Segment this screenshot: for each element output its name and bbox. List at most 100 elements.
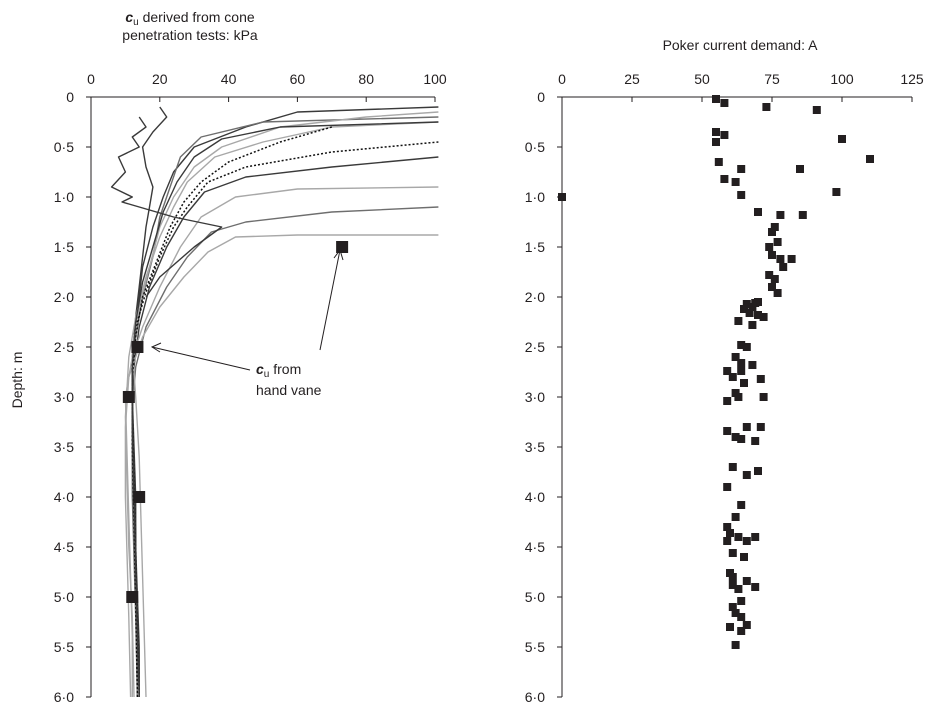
poker-current-point	[728, 463, 737, 471]
poker-current-point	[731, 353, 740, 361]
poker-current-point	[768, 251, 776, 259]
poker-current-point	[737, 165, 746, 173]
right-y-tick-label: 2·0	[525, 289, 545, 305]
hand-vane-marker	[336, 241, 349, 253]
poker-current-point	[796, 165, 804, 173]
poker-current-point	[751, 533, 760, 541]
poker-current-point	[737, 501, 746, 509]
left-y-tick-label: 1·0	[54, 189, 74, 205]
poker-current-point	[742, 423, 751, 431]
left-x-tick-label: 0	[87, 71, 95, 87]
poker-current-point	[773, 289, 782, 297]
poker-current-point	[731, 513, 740, 521]
right-x-tick-label: 0	[558, 71, 566, 87]
poker-current-point	[714, 158, 723, 166]
right-x-tick-label: 125	[900, 71, 924, 87]
poker-current-point	[768, 283, 776, 291]
poker-current-point	[748, 303, 757, 311]
poker-current-point	[728, 549, 737, 557]
poker-current-point	[737, 613, 746, 621]
poker-current-point	[731, 178, 740, 186]
poker-current-point	[765, 243, 774, 251]
poker-current-point	[776, 255, 785, 263]
poker-current-point	[798, 211, 807, 219]
poker-current-point	[720, 175, 729, 183]
left-y-tick-label: 5·0	[54, 589, 74, 605]
left-y-tick-label: 0	[66, 89, 74, 105]
poker-current-point	[740, 379, 748, 387]
poker-current-point	[748, 321, 757, 329]
hand-vane-marker	[122, 391, 135, 403]
poker-current-point	[720, 131, 729, 139]
callout-arrow-lower	[151, 346, 251, 371]
right-x-ticks: 0 25 50 75 100 125	[558, 71, 924, 102]
poker-current-point	[728, 603, 737, 611]
poker-current-point	[742, 471, 751, 479]
poker-current-point	[720, 99, 729, 107]
poker-current-point	[712, 95, 720, 103]
right-y-tick-label: 4·0	[525, 489, 545, 505]
poker-current-point	[728, 573, 737, 581]
poker-current-point	[754, 467, 762, 475]
poker-current-point	[737, 597, 746, 605]
right-y-ticks: 0 0·5 1·0 1·5 2·0 2·5 3·0 3·5 4·0 4·5 5·0 5·5 6·0	[525, 89, 562, 705]
poker-current-point	[759, 393, 768, 401]
left-y-tick-label: 6·0	[54, 689, 74, 705]
poker-current-point	[751, 437, 760, 445]
left-x-tick-label: 20	[152, 71, 168, 87]
poker-current-point	[731, 609, 740, 617]
cone-series-line	[131, 106, 439, 697]
cone-series-line	[131, 141, 439, 698]
poker-current-points	[558, 95, 874, 649]
poker-current-point	[737, 359, 746, 367]
left-y-tick-label: 3·0	[54, 389, 74, 405]
right-x-tick-label: 75	[764, 71, 780, 87]
right-y-tick-label: 0	[537, 89, 545, 105]
cone-series-line	[131, 156, 439, 697]
right-y-tick-label: 1·0	[525, 189, 545, 205]
left-x-tick-label: 60	[290, 71, 306, 87]
poker-current-point	[765, 271, 774, 279]
poker-current-point	[754, 208, 762, 216]
right-y-tick-label: 6·0	[525, 689, 545, 705]
poker-current-point	[734, 585, 743, 593]
poker-current-point	[734, 317, 743, 325]
poker-current-point	[745, 309, 754, 317]
poker-current-point	[866, 155, 874, 163]
right-y-tick-label: 3·0	[525, 389, 545, 405]
left-y-ticks: 0 0·5 1·0 1·5 2·0 2·5 3·0 3·5 4·0 4·5 5·0 5·5 6·0	[54, 89, 91, 705]
left-x-tick-label: 100	[423, 71, 447, 87]
left-y-tick-label: 5·5	[54, 639, 74, 655]
left-y-tick-label: 2·0	[54, 289, 74, 305]
poker-current-point	[756, 423, 765, 431]
cone-series-line	[124, 121, 439, 698]
poker-current-point	[787, 255, 796, 263]
poker-current-point	[742, 300, 751, 308]
poker-current-point	[779, 263, 788, 271]
poker-current-point	[723, 537, 732, 545]
hand-vane-markers	[122, 241, 349, 603]
right-y-tick-label: 1·5	[525, 239, 545, 255]
cone-series-line	[124, 186, 439, 697]
right-y-tick-label: 5·0	[525, 589, 545, 605]
right-x-tick-label: 50	[694, 71, 710, 87]
left-x-tick-label: 40	[221, 71, 237, 87]
hand-vane-label-line1: cu from	[256, 361, 301, 380]
right-y-tick-label: 4·5	[525, 539, 545, 555]
left-chart-y-axis-label: Depth: m	[9, 352, 25, 409]
right-y-tick-label: 0·5	[525, 139, 545, 155]
right-y-tick-label: 3·5	[525, 439, 545, 455]
poker-current-point	[748, 361, 757, 369]
callout-arrow-upper	[319, 249, 341, 351]
poker-current-point	[742, 537, 751, 545]
poker-current-point	[812, 106, 821, 114]
poker-current-point	[759, 313, 768, 321]
poker-current-point	[558, 193, 566, 201]
poker-current-point	[773, 238, 782, 246]
left-x-ticks: 0 20 40 60 80 100	[87, 71, 447, 102]
poker-current-point	[723, 523, 732, 531]
cone-near-surface-trace	[110, 116, 223, 298]
poker-current-point	[723, 483, 732, 491]
poker-current-point	[734, 533, 743, 541]
cone-penetration-chart: cu derived from cone penetration tests: …	[9, 9, 447, 705]
